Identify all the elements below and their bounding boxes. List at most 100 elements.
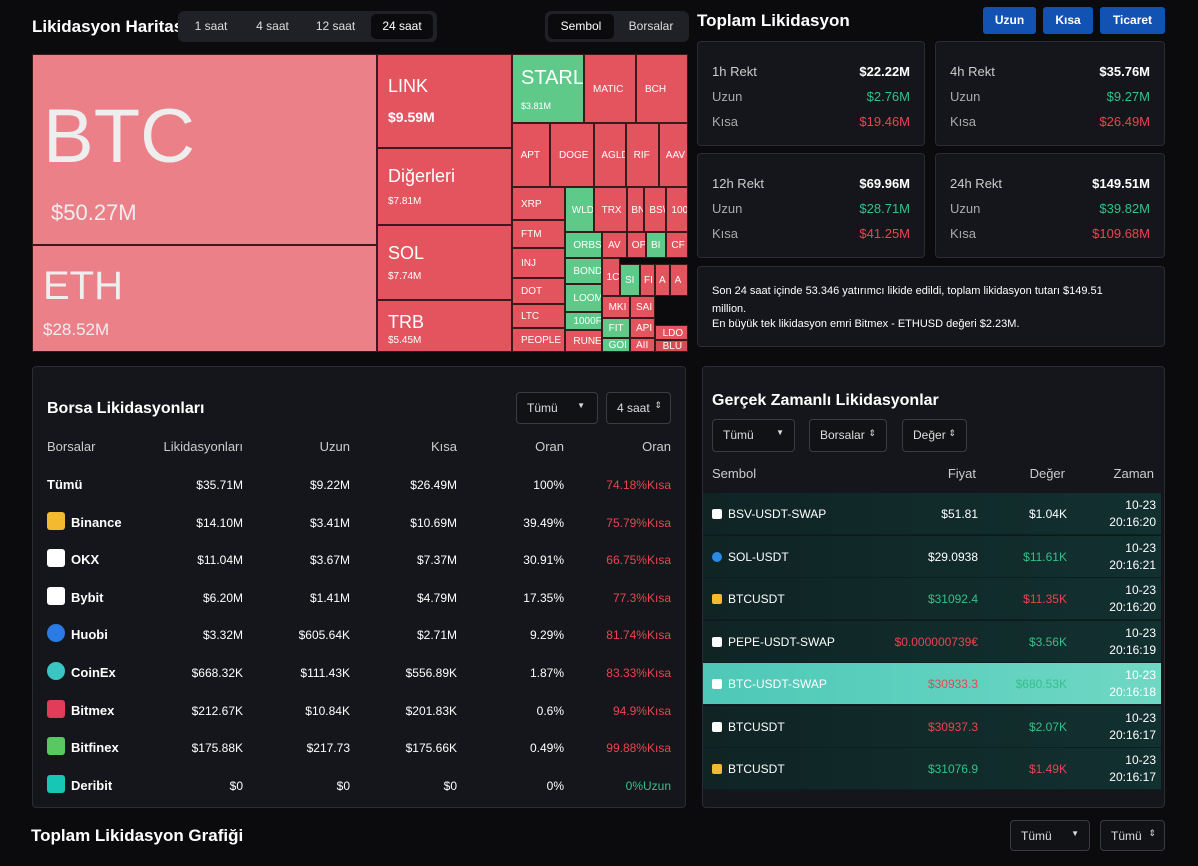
heatmap-tile[interactable]: 1C — [602, 258, 620, 296]
tab[interactable]: 12 saat — [315, 19, 356, 33]
time: 20:16:18 — [1109, 685, 1156, 699]
select[interactable]: Tümü ▼ — [1010, 820, 1090, 851]
long-value: $2.76M — [866, 89, 910, 104]
heatmap-tile[interactable]: BI — [646, 232, 666, 258]
heatmap-tile[interactable]: ORBS — [565, 232, 602, 258]
heatmap-tile[interactable]: OP — [627, 232, 646, 258]
heatmap-tile[interactable]: A — [670, 264, 688, 296]
button[interactable]: Ticaret — [1100, 7, 1165, 34]
heatmap-tile[interactable]: AII — [630, 338, 655, 352]
toggle[interactable]: Borsalar — [628, 19, 674, 33]
heatmap-tile[interactable]: BCH — [636, 54, 688, 123]
table-cell: $217.73 — [306, 741, 350, 756]
heatmap-tile[interactable]: GOI — [602, 338, 630, 352]
exchange-icon — [47, 737, 65, 756]
select[interactable]: 4 saat ⇕ — [606, 392, 671, 424]
heatmap-tile[interactable]: CF — [666, 232, 688, 258]
heatmap-tile[interactable]: XRP — [512, 187, 565, 220]
tile-label: INJ — [521, 258, 536, 269]
tab[interactable]: 1 saat — [194, 19, 228, 33]
heatmap-tile[interactable]: Diğerleri $7.81M — [377, 148, 512, 225]
toggle[interactable]: Sembol — [548, 14, 614, 39]
select[interactable]: Tümü ▼ — [516, 392, 598, 424]
heatmap-tile[interactable]: RIF — [626, 123, 659, 187]
heatmap-tile[interactable]: MATIC — [584, 54, 636, 123]
short-label: Kısa — [712, 114, 739, 129]
exchange-name: Bitfinex — [71, 740, 119, 756]
heatmap-tile[interactable]: FIT — [602, 318, 630, 338]
tab[interactable]: 24 saat — [371, 14, 433, 39]
heatmap-tile[interactable]: FTM — [512, 220, 565, 248]
tab[interactable]: 4 saat — [256, 19, 289, 33]
liquidation-row[interactable]: BTC-USDT-SWAP $30933.3 $680.53K 10-23 20:16:… — [703, 663, 1161, 705]
tile-label: DOGE — [559, 150, 589, 161]
heatmap-tile[interactable]: SOL $7.74M — [377, 225, 512, 300]
heatmap-tile[interactable]: A — [655, 264, 670, 296]
heatmap-tile[interactable]: APT — [512, 123, 550, 187]
tile-label: FI — [644, 275, 653, 286]
select[interactable]: Tümü ⇕ — [1100, 820, 1165, 851]
heatmap-tile[interactable]: AGLD — [594, 123, 626, 187]
heatmap-tile[interactable]: TRB $5.45M — [377, 300, 512, 352]
tile-value: $28.52M — [43, 320, 110, 339]
heatmap-tile[interactable]: STARL $3.81M — [512, 54, 584, 123]
rekt-card: 1h Rekt $22.22M Uzun $2.76M Kısa $19.46M — [697, 41, 925, 146]
liquidation-row[interactable]: BTCUSDT $30937.3 $2.07K 10-23 20:16:17 — [703, 705, 1161, 748]
heatmap-tile[interactable]: BS\/ — [644, 187, 666, 232]
table-cell: $3.67M — [309, 553, 350, 568]
long-value: $28.71M — [859, 201, 910, 216]
table-cell: 75.79%Kısa — [606, 515, 671, 530]
heatmap-tile[interactable]: FI — [640, 264, 655, 296]
date: 10-23 — [1125, 498, 1156, 512]
heatmap-tile[interactable]: DOGE — [550, 123, 594, 187]
symbol-icon — [712, 679, 722, 689]
heatmap-tile[interactable]: ETH $28.52M — [32, 245, 377, 352]
button[interactable]: Kısa — [1043, 7, 1093, 34]
heatmap-tile[interactable]: WLD — [565, 187, 594, 232]
select[interactable]: Değer ⇕ — [902, 419, 967, 452]
heatmap-tile[interactable]: API — [630, 318, 655, 338]
heatmap-tile[interactable]: INJ — [512, 248, 565, 278]
liquidation-row[interactable]: BTCUSDT $31076.9 $1.49K 10-23 20:16:17 — [703, 748, 1161, 790]
liquidation-row[interactable]: BSV-USDT-SWAP $51.81 $1.04K 10-23 20:16:20 — [703, 493, 1161, 535]
heatmap-tile[interactable]: MKI — [602, 296, 630, 318]
heatmap-tile[interactable]: SI — [620, 264, 640, 296]
price: $29.0938 — [927, 549, 978, 564]
heatmap-tile[interactable]: BTC $50.27M — [32, 54, 377, 245]
button[interactable]: Uzun — [983, 7, 1036, 34]
liquidation-row[interactable]: PEPE-USDT-SWAP $0.000000739€ $3.56K 10-23 20… — [703, 620, 1161, 663]
liquidation-row[interactable]: SOL-USDT $29.0938 $11.61K 10-23 20:16:21 — [703, 535, 1161, 578]
tile-label: SAI — [636, 302, 653, 313]
select[interactable]: Borsalar ⇕ — [809, 419, 887, 452]
card-total: $35.76M — [1099, 64, 1150, 79]
heatmap-tile[interactable]: DOT — [512, 278, 565, 304]
heatmap-tile[interactable]: SAI — [630, 296, 655, 318]
caret: ⇕ — [654, 400, 662, 410]
liquidation-row[interactable]: BTCUSDT $31092.4 $11.35K 10-23 20:16:20 — [703, 578, 1161, 620]
heatmap-tile[interactable]: LDO — [655, 325, 688, 340]
heatmap-tile[interactable]: AV — [602, 232, 627, 258]
column-header: Değer — [1029, 466, 1065, 481]
heatmap-tile[interactable]: 100 — [666, 187, 688, 232]
heatmap-tile[interactable]: AAV — [659, 123, 688, 187]
long-label: Uzun — [950, 89, 981, 104]
heatmap-tile[interactable]: BOND — [565, 258, 602, 284]
tile-label: STARL — [521, 67, 584, 89]
heatmap-tile[interactable]: 1000F — [565, 312, 602, 330]
tile-value: $7.81M — [388, 196, 422, 207]
heatmap-tile[interactable]: BN — [627, 187, 644, 232]
select[interactable]: Tümü ▼ — [712, 419, 795, 452]
tile-label: BN — [631, 204, 644, 216]
tile-value: $9.59M — [388, 109, 435, 125]
heatmap-tile[interactable]: LOOM — [565, 284, 602, 312]
heatmap-tile[interactable]: LTC — [512, 304, 565, 328]
heatmap-tile[interactable]: RUNE — [565, 330, 602, 352]
tile-label: BOND — [573, 266, 602, 277]
table-cell: 0% — [546, 778, 564, 793]
date: 10-23 — [1125, 540, 1156, 555]
heatmap-tile[interactable]: LINK $9.59M — [377, 54, 512, 148]
column-header: Oran — [642, 439, 671, 454]
heatmap-tile[interactable]: TRX — [594, 187, 627, 232]
heatmap-tile[interactable]: BLU — [655, 340, 688, 352]
heatmap-tile[interactable]: PEOPLE — [512, 328, 565, 352]
